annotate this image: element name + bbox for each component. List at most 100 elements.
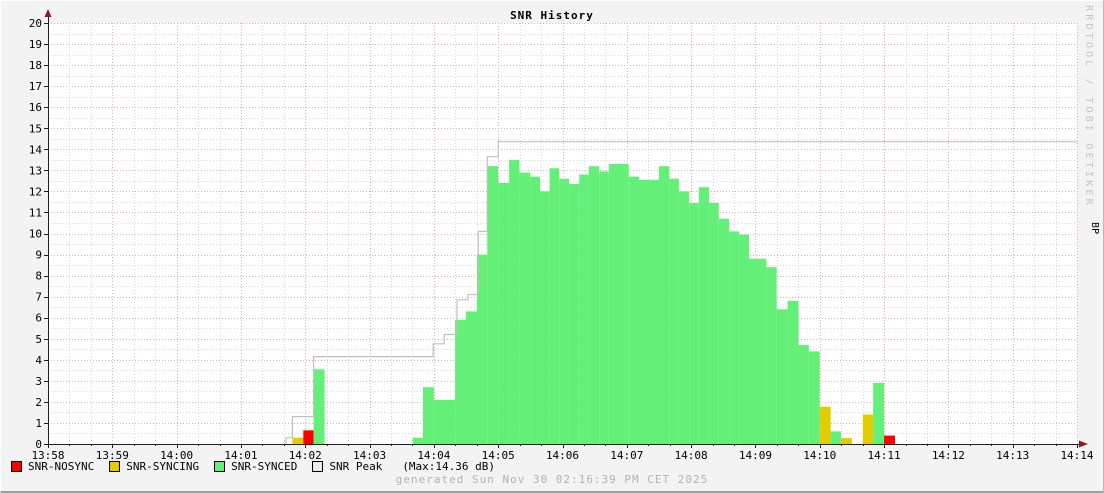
legend-label: SNR Peak (329, 460, 383, 473)
x-tick-label: 14:13 (996, 449, 1029, 462)
legend-label: SNR-SYNCING (126, 460, 200, 473)
snr-bar-synced (568, 184, 580, 444)
snr-bar-synced (559, 178, 569, 444)
x-tick-label: 14:06 (546, 449, 579, 462)
legend-item-synced: SNR-SYNCED (214, 460, 297, 473)
snr-bars (292, 159, 895, 445)
snr-bar-synced (658, 166, 670, 444)
y-tick-label: 20 (29, 17, 42, 30)
right-axis-label: BP (1089, 222, 1100, 235)
snr-bar-synced (689, 202, 699, 444)
snr-bar-synced (739, 234, 750, 444)
y-axis-arrow (44, 9, 52, 17)
x-tick-label: 14:01 (224, 449, 257, 462)
legend-swatch-syncing (109, 461, 121, 472)
snr-bar-synced (873, 382, 885, 444)
snr-bar-synced (749, 258, 767, 444)
y-tick-label: 0 (35, 438, 42, 451)
x-tick-label: 14:03 (353, 449, 386, 462)
y-tick-label: 17 (29, 80, 42, 93)
y-tick-label: 19 (29, 38, 42, 51)
legend-label: SNR-SYNCED (231, 460, 298, 473)
legend-swatch-nosync (11, 461, 22, 472)
snr-bar-synced (539, 191, 550, 444)
x-tick-label: 14:04 (417, 449, 450, 462)
snr-bar-synced (466, 311, 477, 444)
generated-timestamp: generated Sun Nov 30 02:16:39 PM CET 202… (395, 473, 709, 486)
x-tick-label: 13:58 (31, 449, 64, 462)
snr-bar-synced (628, 176, 640, 445)
y-tick-label: 8 (35, 270, 42, 283)
y-tick-label: 4 (35, 354, 42, 367)
legend-item-peak: SNR Peak (312, 460, 382, 473)
snr-peak-line (285, 141, 1077, 444)
snr-bar-nosync (884, 435, 895, 444)
x-tick-label: 14:05 (482, 449, 515, 462)
snr-bar-synced (608, 164, 629, 444)
snr-bar-synced (509, 159, 520, 444)
snr-bar-syncing (819, 406, 831, 444)
snr-bar-synced (639, 179, 659, 444)
snr-bar-synced (709, 202, 719, 444)
peak-max-note: (Max:14.36 dB) (402, 460, 496, 473)
snr-bar-syncing (292, 437, 304, 444)
x-tick-label: 14:00 (160, 449, 193, 462)
snr-bar-synced (487, 166, 499, 444)
y-tick-label: 5 (35, 333, 42, 346)
rrdtool-watermark: RRDTOOL / TOBI OETIKER (1083, 5, 1094, 208)
snr-bar-synced (787, 300, 799, 444)
axes (44, 16, 1079, 448)
x-tick-label: 14:02 (289, 449, 322, 462)
x-tick-label: 14:10 (803, 449, 836, 462)
x-tick-label: 13:59 (96, 449, 129, 462)
snr-bar-synced (433, 399, 456, 444)
y-tick-label: 9 (35, 249, 42, 262)
y-tick-label: 1 (35, 417, 42, 430)
snr-bar-synced (766, 267, 777, 444)
y-tick-label: 18 (29, 59, 42, 72)
snr-bar-synced (498, 182, 510, 445)
y-tick-label: 12 (29, 185, 42, 198)
legend-label: SNR-NOSYNC (28, 460, 95, 473)
y-tick-label: 7 (35, 291, 42, 304)
snr-bar-synced (530, 176, 540, 445)
y-tick-label: 3 (35, 375, 42, 388)
x-tick-label: 14:09 (739, 449, 772, 462)
snr-bar-synced (476, 254, 488, 444)
legend: SNR-NOSYNC SNR-SYNCING SNR-SYNCED SNR Peak (… (11, 460, 495, 473)
x-axis-labels: 13:58 13:59 14:00 14:01 14:02 14:03 14:04 14:05… (31, 449, 1093, 462)
y-tick-label: 13 (29, 164, 42, 177)
snr-bar-synced (519, 172, 531, 444)
y-tick-label: 15 (29, 122, 42, 135)
chart-title: SNR History (510, 9, 594, 22)
legend-swatch-synced (214, 461, 226, 472)
snr-bar-synced (698, 187, 710, 444)
y-tick-label: 14 (29, 143, 43, 156)
snr-bar-synced (588, 166, 600, 444)
snr-bar-synced (669, 178, 679, 444)
snr-bar-nosync (303, 430, 314, 444)
snr-bar-synced (549, 168, 560, 444)
x-axis-arrow (1079, 440, 1088, 448)
legend-item-nosync: SNR-NOSYNC (11, 460, 94, 473)
snr-bar-synced (830, 431, 841, 444)
snr-bar-synced (313, 369, 325, 444)
x-tick-label: 14:08 (675, 449, 708, 462)
legend-item-syncing: SNR-SYNCING (109, 460, 199, 473)
legend-swatch-peak (312, 461, 324, 472)
snr-bar-synced (776, 309, 788, 444)
snr-bar-synced (678, 191, 690, 444)
x-tick-label: 14:14 (1060, 449, 1093, 462)
y-tick-label: 10 (29, 228, 42, 241)
snr-bar-synced (599, 171, 609, 444)
y-tick-label: 6 (35, 312, 42, 325)
snr-bar-synced (808, 351, 820, 444)
x-tick-label: 14:11 (868, 449, 901, 462)
snr-bar-synced (455, 319, 467, 444)
snr-bar-synced (718, 218, 730, 444)
snr-bar-syncing (840, 438, 852, 444)
snr-bar-synced (798, 345, 809, 444)
